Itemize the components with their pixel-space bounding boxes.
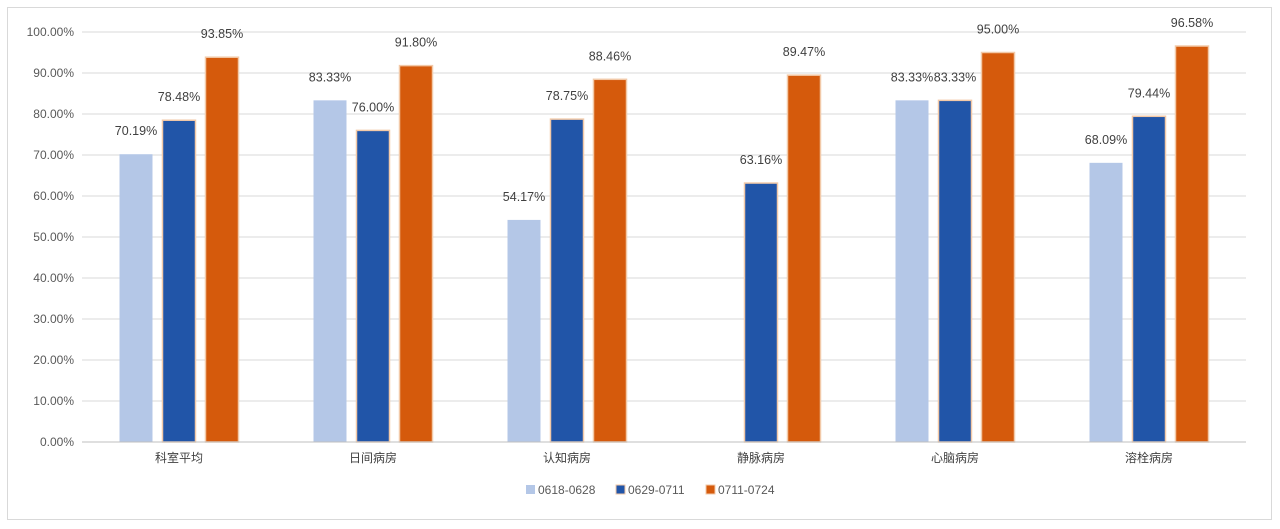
bar bbox=[1089, 162, 1123, 442]
legend-label: 0629-0711 bbox=[628, 483, 685, 497]
data-label: 68.09% bbox=[1085, 133, 1127, 147]
y-tick-label: 70.00% bbox=[33, 148, 74, 162]
legend-label: 0618-0628 bbox=[538, 483, 596, 497]
y-tick-label: 30.00% bbox=[33, 312, 74, 326]
data-label: 63.16% bbox=[740, 153, 782, 167]
y-tick-label: 10.00% bbox=[33, 394, 74, 408]
legend-swatch bbox=[705, 484, 716, 495]
data-label: 78.48% bbox=[158, 90, 200, 104]
bar bbox=[549, 118, 585, 443]
data-label: 79.44% bbox=[1128, 86, 1170, 100]
x-tick-label: 静脉病房 bbox=[737, 450, 785, 465]
x-tick-label: 认知病房 bbox=[543, 450, 591, 465]
data-label: 54.17% bbox=[503, 190, 545, 204]
data-label: 93.85% bbox=[201, 27, 243, 41]
bar-chart: 0.00% 10.00% 20.00% 30.00% 40.00% 50.00% 60.00… bbox=[27, 16, 1246, 497]
bar bbox=[1131, 115, 1167, 443]
x-axis: 科室平均 日间病房 认知病房 静脉病房 心脑病房 溶栓病房 bbox=[82, 441, 1246, 465]
y-tick-label: 90.00% bbox=[33, 66, 74, 80]
data-label: 70.19% bbox=[115, 124, 157, 138]
data-label: 91.80% bbox=[395, 36, 437, 50]
y-tick-label: 80.00% bbox=[33, 107, 74, 121]
x-tick-label: 溶栓病房 bbox=[1125, 450, 1173, 465]
y-tick-label: 20.00% bbox=[33, 353, 74, 367]
bar bbox=[355, 129, 391, 443]
x-tick-label: 日间病房 bbox=[349, 450, 397, 465]
y-tick-label: 0.00% bbox=[40, 435, 74, 449]
legend-label: 0711-0724 bbox=[718, 483, 775, 497]
y-tick-label: 60.00% bbox=[33, 189, 74, 203]
legend: 0618-0628 0629-0711 0711-0724 bbox=[526, 483, 775, 497]
legend-swatch bbox=[526, 485, 535, 494]
legend-swatch bbox=[615, 484, 626, 495]
data-label: 88.46% bbox=[589, 49, 631, 63]
x-tick-label: 科室平均 bbox=[155, 450, 203, 465]
bar bbox=[507, 219, 541, 442]
bar bbox=[204, 56, 240, 443]
bar bbox=[161, 119, 197, 443]
bar bbox=[743, 182, 779, 443]
bar bbox=[119, 154, 153, 442]
y-tick-label: 100.00% bbox=[27, 25, 75, 39]
bar bbox=[980, 51, 1016, 443]
bar bbox=[592, 78, 628, 443]
y-tick-label: 50.00% bbox=[33, 230, 74, 244]
y-axis-ticks: 0.00% 10.00% 20.00% 30.00% 40.00% 50.00% 60.00… bbox=[27, 25, 75, 449]
data-label: 96.58% bbox=[1171, 16, 1213, 30]
bar bbox=[937, 99, 973, 443]
bar bbox=[398, 64, 434, 443]
data-label: 76.00% bbox=[352, 100, 394, 114]
bar bbox=[786, 74, 822, 443]
bars bbox=[119, 45, 1210, 443]
gridlines bbox=[82, 31, 1246, 402]
x-tick-label: 心脑病房 bbox=[931, 450, 979, 465]
data-label: 78.75% bbox=[546, 89, 588, 103]
data-label: 83.33% bbox=[309, 70, 351, 84]
y-tick-label: 40.00% bbox=[33, 271, 74, 285]
data-label: 89.47% bbox=[783, 45, 825, 59]
data-labels: 70.19% 78.48% 93.85% 83.33% 76.00% 91.80% 54.1… bbox=[115, 16, 1213, 204]
data-label: 95.00% bbox=[977, 23, 1019, 37]
bar bbox=[313, 100, 347, 443]
bar bbox=[1174, 45, 1210, 443]
chart-frame: 0.00% 10.00% 20.00% 30.00% 40.00% 50.00% 60.00… bbox=[7, 7, 1272, 520]
bar bbox=[895, 100, 929, 443]
data-label: 83.33% bbox=[891, 70, 933, 84]
data-label: 83.33% bbox=[934, 70, 976, 84]
